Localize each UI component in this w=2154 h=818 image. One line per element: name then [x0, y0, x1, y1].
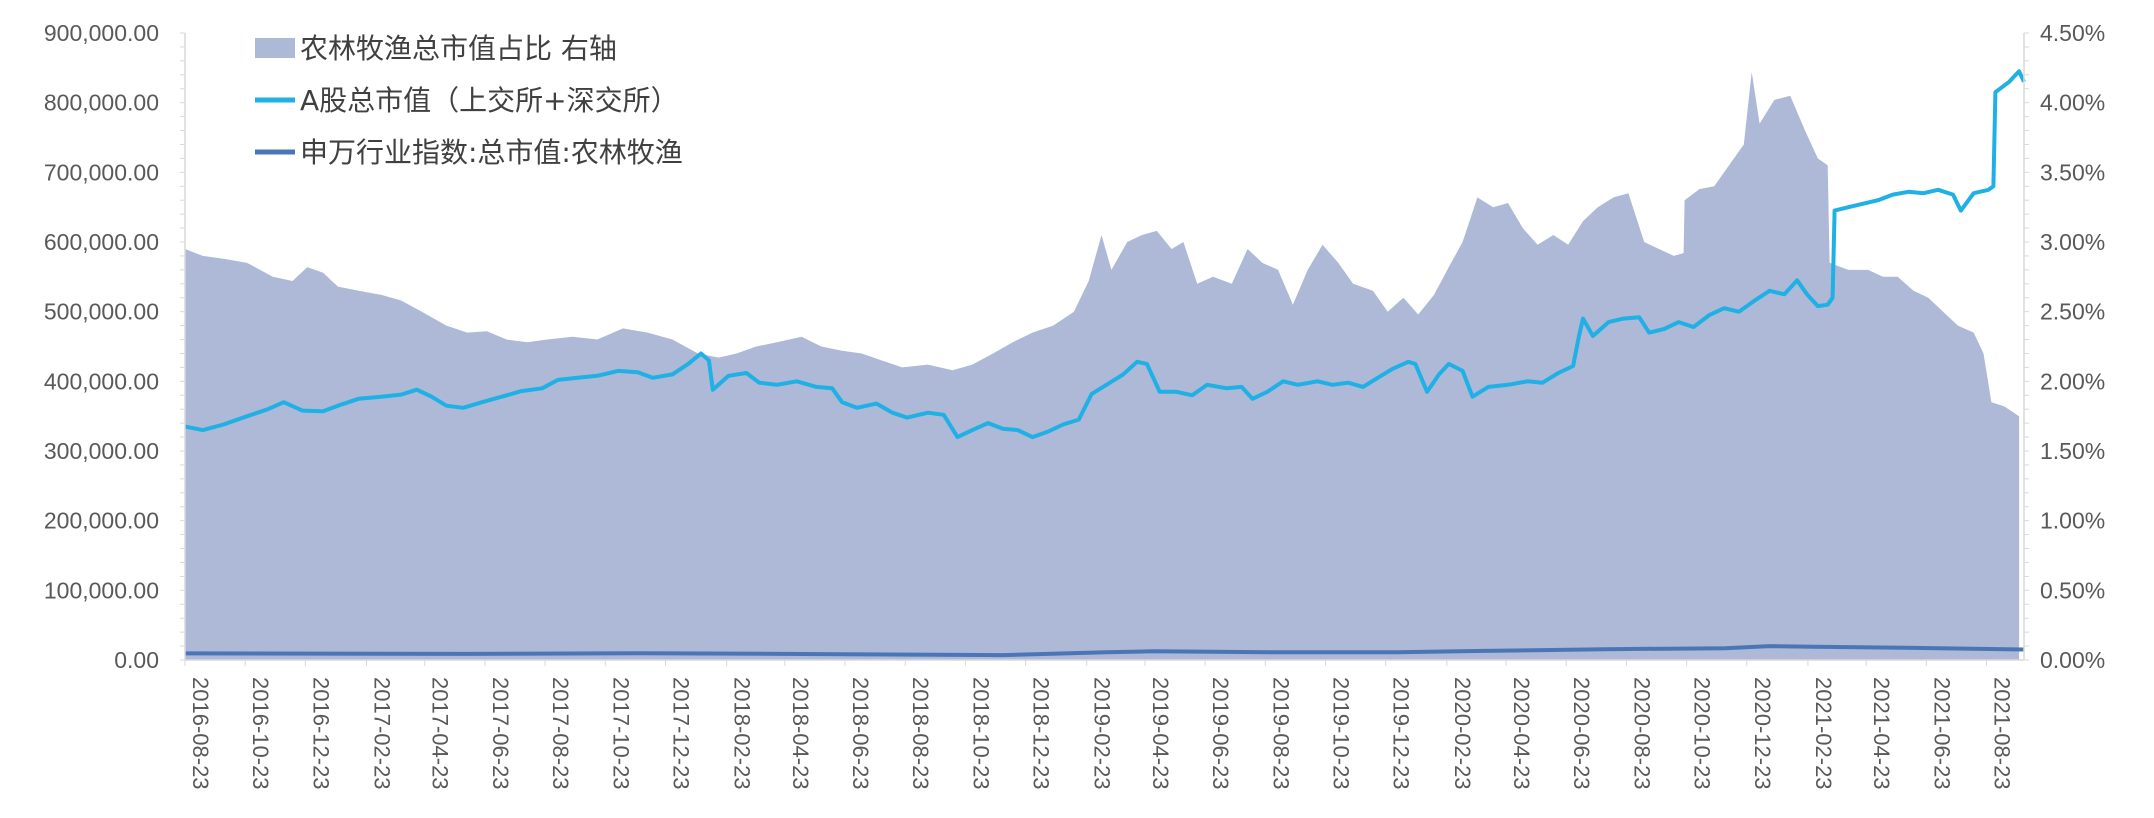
x-tick-label: 2021-04-23	[1869, 677, 1894, 790]
y-left-tick-label: 500,000.00	[44, 299, 159, 325]
y-left-tick-label: 100,000.00	[44, 577, 159, 603]
legend: 农林牧渔总市值占比 右轴 A股总市值（上交所+深交所） 申万行业指数:总市值:农林牧…	[255, 32, 683, 169]
x-tick-label: 2016-10-23	[248, 677, 273, 790]
x-tick-label: 2019-02-23	[1090, 677, 1115, 790]
x-tick-label: 2016-12-23	[308, 677, 333, 790]
x-tick-label: 2021-08-23	[1990, 677, 2015, 790]
axis-layer	[180, 32, 2029, 666]
x-tick-label: 2017-10-23	[608, 677, 633, 790]
y-right-tick-label: 1.50%	[2040, 438, 2105, 464]
y-left-tick-label: 400,000.00	[44, 368, 159, 394]
x-tick-label: 2021-06-23	[1929, 677, 1954, 790]
x-tick-label: 2018-02-23	[730, 677, 755, 790]
x-tick-label: 2017-04-23	[428, 677, 453, 790]
tick-layer: 900,000.00 800,000.00 700,000.00 600,000.00…	[44, 20, 2105, 790]
x-tick-label: 2019-12-23	[1389, 677, 1414, 790]
y-left-tick-label: 800,000.00	[44, 90, 159, 116]
x-tick-label: 2017-02-23	[370, 677, 395, 790]
x-tick-label: 2017-12-23	[669, 677, 694, 790]
x-tick-label: 2020-10-23	[1690, 677, 1715, 790]
x-tick-label: 2018-06-23	[848, 677, 873, 790]
y-right-tick-label: 0.00%	[2040, 647, 2105, 673]
y-right-tick-label: 1.00%	[2040, 508, 2105, 534]
x-tick-label: 2020-06-23	[1569, 677, 1594, 790]
legend-label: 农林牧渔总市值占比 右轴	[300, 32, 617, 65]
x-tick-label: 2019-08-23	[1268, 677, 1293, 790]
y-left-tick-label: 300,000.00	[44, 438, 159, 464]
y-left-tick-label: 0.00	[114, 647, 159, 673]
y-right-tick-label: 0.50%	[2040, 577, 2105, 603]
series-line-agri-market-cap	[184, 644, 2025, 658]
y-right-tick-label: 2.50%	[2040, 299, 2105, 325]
x-tick-label: 2020-12-23	[1750, 677, 1775, 790]
legend-label: A股总市值（上交所+深交所）	[300, 84, 679, 117]
x-tick-label: 2021-02-23	[1811, 677, 1836, 790]
y-left-tick-label: 600,000.00	[44, 229, 159, 255]
x-tick-label: 2019-04-23	[1148, 677, 1173, 790]
x-tick-label: 2016-08-23	[188, 677, 213, 790]
x-tick-label: 2020-04-23	[1509, 677, 1534, 790]
series-area-agri-share	[185, 72, 2020, 660]
y-right-tick-label: 4.50%	[2040, 20, 2105, 46]
y-right-tick-label: 3.00%	[2040, 229, 2105, 255]
y-right-tick-label: 2.00%	[2040, 368, 2105, 394]
series-line-a-share-market-cap	[184, 69, 2026, 440]
x-tick-label: 2019-10-23	[1329, 677, 1354, 790]
line-layer	[184, 69, 2026, 658]
x-tick-label: 2019-06-23	[1208, 677, 1233, 790]
area-layer	[185, 72, 2020, 660]
x-tick-label: 2018-10-23	[968, 677, 993, 790]
x-tick-label: 2017-06-23	[488, 677, 513, 790]
y-left-tick-label: 700,000.00	[44, 159, 159, 185]
x-tick-label: 2020-08-23	[1629, 677, 1654, 790]
legend-swatch-area	[255, 38, 295, 58]
x-tick-label: 2020-02-23	[1450, 677, 1475, 790]
x-tick-label: 2018-04-23	[788, 677, 813, 790]
y-right-tick-label: 3.50%	[2040, 159, 2105, 185]
y-left-tick-label: 200,000.00	[44, 508, 159, 534]
x-tick-label: 2018-08-23	[908, 677, 933, 790]
legend-label: 申万行业指数:总市值:农林牧渔	[300, 136, 683, 169]
y-left-tick-label: 900,000.00	[44, 20, 159, 46]
y-right-tick-label: 4.00%	[2040, 90, 2105, 116]
x-tick-label: 2017-08-23	[548, 677, 573, 790]
x-tick-label: 2018-12-23	[1029, 677, 1054, 790]
